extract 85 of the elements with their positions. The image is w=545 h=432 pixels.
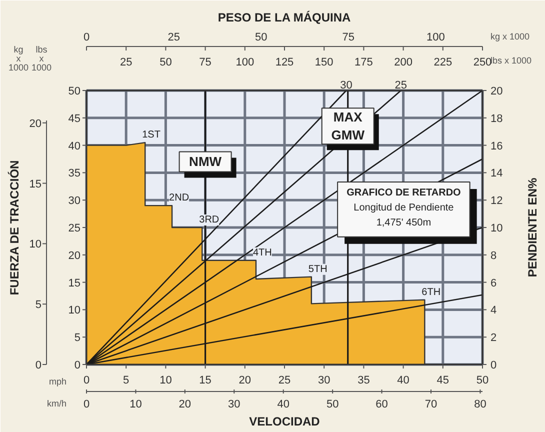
ref-line-label: MAX GMW	[331, 110, 366, 143]
x2-tick-label: 250	[473, 56, 492, 68]
x-tick-label: 20	[238, 374, 252, 386]
x2-tick-label: 100	[236, 56, 254, 68]
text: 70	[424, 398, 438, 410]
text: lbs x 1000	[31, 44, 52, 72]
x2-axis-title: PESO DE LA MÁQUINA	[218, 10, 352, 24]
x2-tick-label: 75	[199, 56, 212, 68]
y2-tick-label: 12	[490, 195, 503, 208]
x2-tick-label: 200	[394, 56, 412, 68]
y-tick-label: 30	[68, 195, 81, 208]
y3-tick-label: 20	[29, 118, 42, 130]
y-tick-label: 35	[68, 168, 81, 180]
text: kg x 1000	[490, 32, 530, 42]
ref-line-label: NMW	[189, 154, 222, 170]
text: 10	[130, 398, 142, 410]
x2-tick-label: 50	[160, 56, 172, 68]
text: 80	[474, 398, 486, 410]
annotation: GRAFICO DE RETARDO	[346, 188, 462, 199]
x-tick-label: 0	[83, 374, 90, 386]
x2-tick-label: 25	[120, 56, 132, 68]
y2-tick-label: 20	[490, 86, 503, 98]
y2-tick-label: 14	[490, 168, 503, 180]
y-axis-title: FUERZA DE TRACCIÓN	[8, 160, 22, 296]
annotation: 3RD	[199, 214, 220, 226]
y-tick-label: 0	[74, 360, 81, 372]
text: 60	[376, 398, 388, 410]
text: 30	[228, 398, 240, 410]
text: mph	[48, 376, 67, 386]
annotation: 30	[340, 80, 352, 92]
y3-tick-label: 10	[29, 238, 42, 251]
y2-tick-label: 18	[490, 112, 503, 125]
y-tick-label: 25	[68, 222, 81, 234]
y-tick-label: 50	[68, 86, 81, 98]
annotation: 5TH	[308, 264, 328, 275]
x-tick-label: 30	[318, 374, 330, 386]
y2-tick-label: 16	[490, 140, 503, 152]
y-tick-label: 45	[68, 112, 81, 125]
text: km/h	[46, 398, 67, 408]
x2-tick-label: 175	[354, 56, 373, 68]
x-tick-label: 5	[123, 374, 130, 386]
y2-tick-label: 8	[490, 250, 497, 262]
text: kg x 1000	[8, 44, 29, 72]
text: 0	[83, 398, 90, 410]
annotation: 2ND	[169, 192, 190, 204]
x-tick-label: 45	[436, 374, 450, 386]
x-tick-label: 15	[199, 374, 212, 386]
annotation: 6TH	[422, 286, 441, 298]
y2-tick-label: 6	[490, 277, 497, 290]
text: 20	[178, 398, 192, 410]
y2-tick-label: 0	[490, 360, 497, 372]
y2-tick-label: 4	[490, 304, 497, 317]
y2-axis-title: PENDIENTE EN%	[526, 177, 540, 278]
text: 75	[342, 32, 355, 44]
text: 25	[168, 32, 180, 44]
text: 100	[426, 32, 445, 44]
x-tick-label: 40	[397, 374, 410, 386]
x-tick-label: 50	[476, 374, 489, 386]
x2-tick-label: 150	[314, 56, 334, 68]
text: 50	[255, 32, 268, 44]
y2-tick-label: 2	[490, 332, 497, 344]
y-tick-label: 20	[68, 250, 81, 262]
annotation: 25	[394, 80, 408, 92]
y3-tick-label: 15	[29, 178, 42, 190]
text: 40	[277, 398, 290, 410]
y-tick-label: 5	[74, 332, 81, 344]
y-tick-label: 40	[68, 140, 81, 152]
x-tick-label: 10	[160, 374, 172, 386]
x-tick-label: 25	[278, 374, 291, 386]
y3-tick-label: 0	[35, 360, 42, 372]
y3-tick-label: 5	[35, 299, 42, 312]
text: lbs x 1000	[490, 56, 532, 66]
annotation: Longitud de Pendiente	[354, 202, 454, 214]
text: 50	[326, 398, 339, 410]
text: 0	[83, 32, 90, 44]
annotation: 1ST	[142, 130, 160, 141]
x-axis-title: VELOCIDAD	[249, 414, 320, 428]
x-tick-label: 35	[358, 374, 370, 386]
y2-tick-label: 10	[490, 222, 503, 234]
x2-tick-label: 225	[434, 56, 452, 68]
annotation: 1,475' 450m	[376, 218, 432, 229]
annotation: 4TH	[252, 247, 272, 258]
y-tick-label: 10	[68, 304, 81, 317]
y-tick-label: 15	[68, 277, 81, 290]
x2-tick-label: 125	[275, 56, 294, 68]
